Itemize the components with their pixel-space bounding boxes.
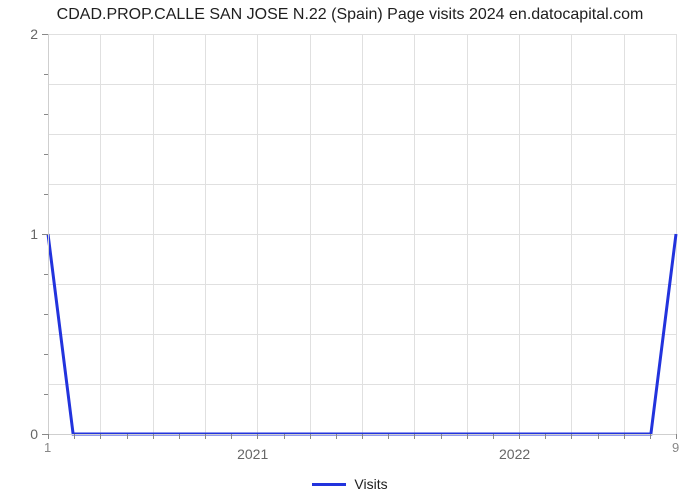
gridline-vertical: [676, 34, 677, 434]
x-corner-left-label: 1: [44, 440, 51, 455]
x-minor-tick: [257, 434, 258, 439]
y-minor-tick: [44, 274, 48, 275]
x-minor-tick: [153, 434, 154, 439]
x-tick-label: 2022: [499, 446, 530, 462]
y-axis-line: [48, 34, 49, 434]
x-minor-tick: [441, 434, 442, 439]
x-minor-tick: [676, 434, 677, 439]
x-minor-tick: [205, 434, 206, 439]
y-minor-tick: [44, 114, 48, 115]
x-minor-tick: [624, 434, 625, 439]
plot-area: [48, 34, 676, 434]
x-minor-tick: [362, 434, 363, 439]
x-minor-tick: [336, 434, 337, 439]
x-minor-tick: [179, 434, 180, 439]
x-minor-tick: [284, 434, 285, 439]
y-tick-label: 0: [30, 426, 38, 442]
y-minor-tick: [44, 354, 48, 355]
x-minor-tick: [650, 434, 651, 439]
y-minor-tick: [44, 194, 48, 195]
y-minor-tick: [44, 74, 48, 75]
x-minor-tick: [519, 434, 520, 439]
legend-label: Visits: [354, 476, 387, 492]
x-corner-right-label: 9: [672, 440, 679, 455]
x-minor-tick: [414, 434, 415, 439]
y-tick-label: 1: [30, 226, 38, 242]
legend-swatch: [312, 483, 346, 486]
chart-container: CDAD.PROP.CALLE SAN JOSE N.22 (Spain) Pa…: [0, 0, 700, 500]
x-minor-tick: [571, 434, 572, 439]
x-minor-tick: [598, 434, 599, 439]
chart-title: CDAD.PROP.CALLE SAN JOSE N.22 (Spain) Pa…: [0, 6, 700, 24]
y-minor-tick: [44, 154, 48, 155]
x-minor-tick: [74, 434, 75, 439]
x-minor-tick: [48, 434, 49, 439]
legend: Visits: [0, 476, 700, 492]
y-tick-label: 2: [30, 26, 38, 42]
x-tick-label: 2021: [237, 446, 268, 462]
x-minor-tick: [545, 434, 546, 439]
x-minor-tick: [310, 434, 311, 439]
y-major-tick: [42, 434, 48, 435]
x-minor-tick: [231, 434, 232, 439]
series-line: [48, 34, 676, 434]
y-major-tick: [42, 34, 48, 35]
x-minor-tick: [467, 434, 468, 439]
x-minor-tick: [388, 434, 389, 439]
y-minor-tick: [44, 314, 48, 315]
x-minor-tick: [493, 434, 494, 439]
y-minor-tick: [44, 394, 48, 395]
x-minor-tick: [127, 434, 128, 439]
x-minor-tick: [100, 434, 101, 439]
y-major-tick: [42, 234, 48, 235]
